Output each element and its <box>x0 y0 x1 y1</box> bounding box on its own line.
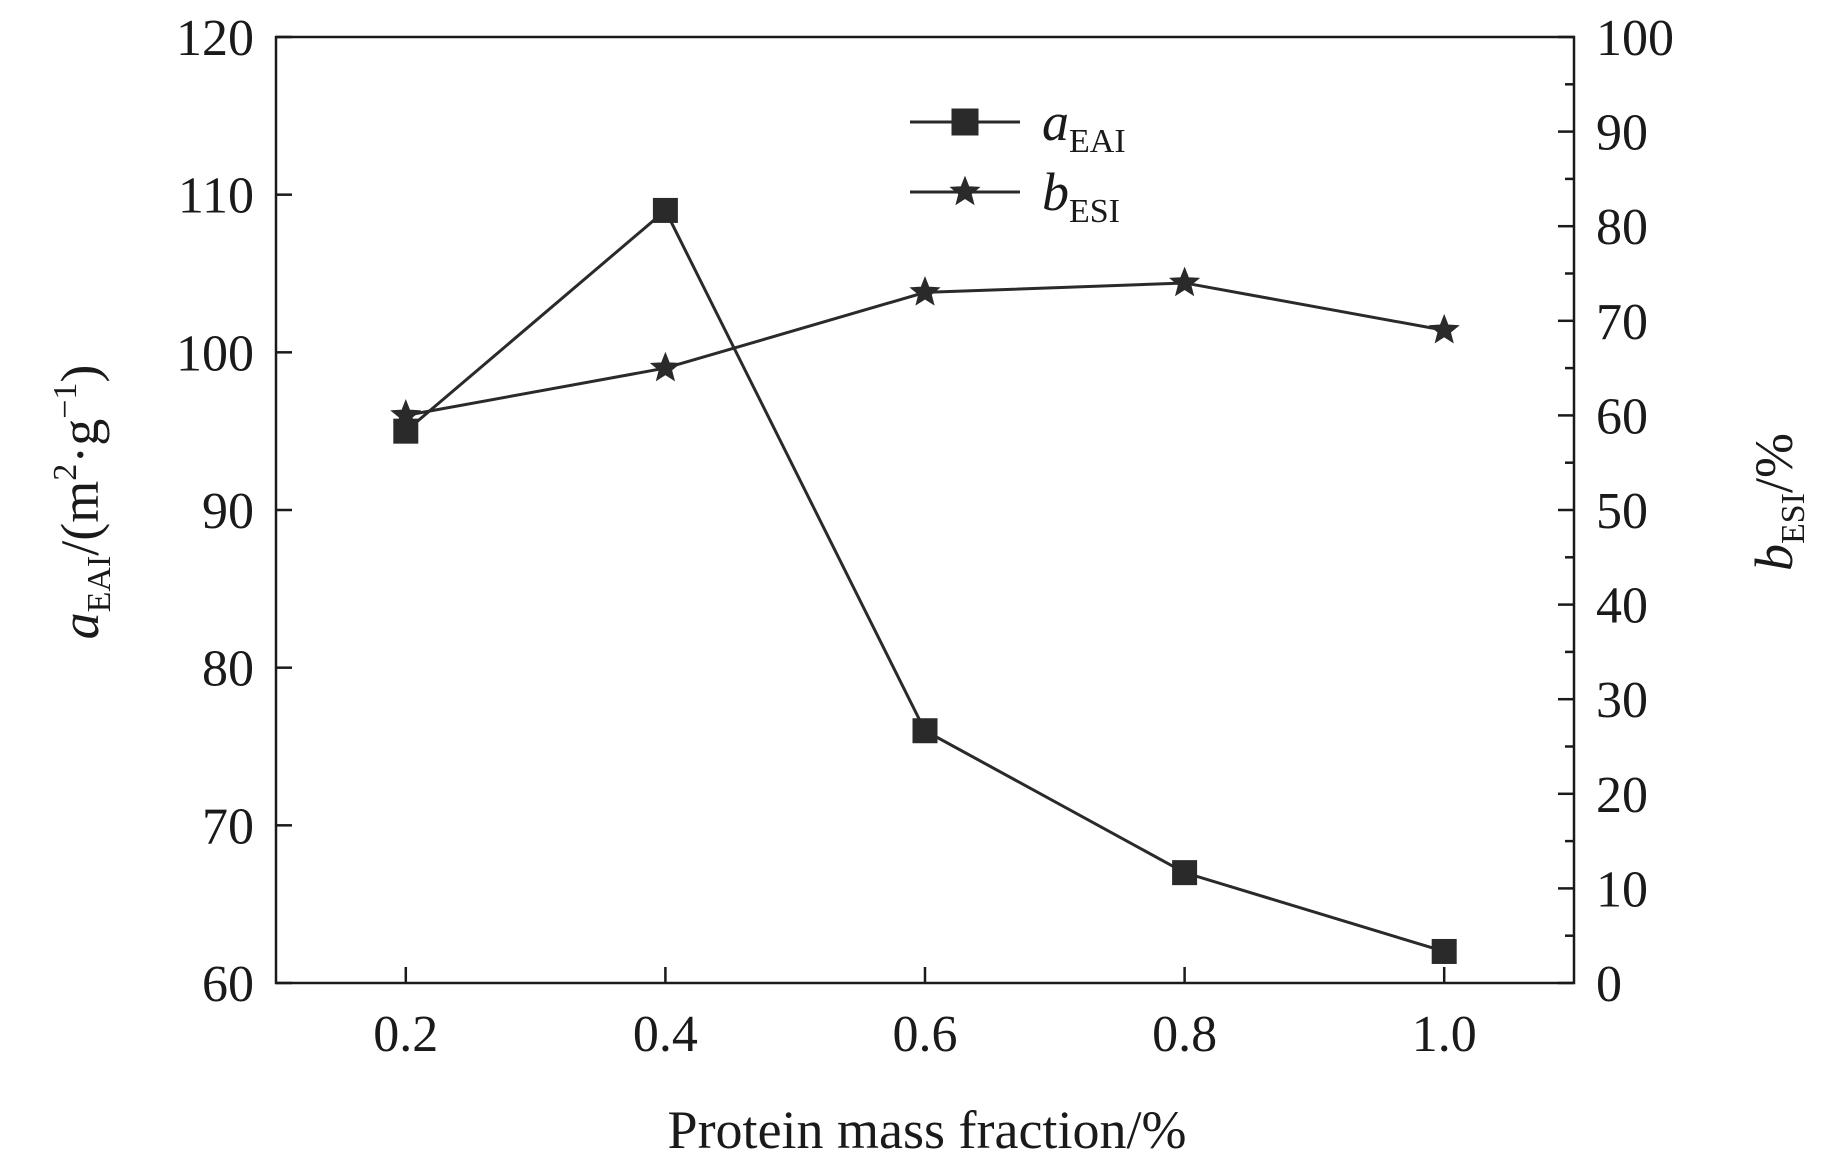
right-axis-label: bESI/% <box>1744 433 1812 571</box>
right-tick-label: 20 <box>1596 767 1648 824</box>
left-axis-ticks: 60 70 80 90 100 110 120 <box>176 10 292 1013</box>
right-tick-label: 0 <box>1596 956 1622 1013</box>
legend: aEAI bESI <box>910 92 1126 230</box>
data-point-square <box>652 197 678 223</box>
x-axis-label: Protein mass fraction/% <box>668 1100 1187 1160</box>
right-tick-label: 60 <box>1596 388 1648 445</box>
right-tick-label: 10 <box>1596 861 1648 918</box>
data-point-star <box>649 351 681 382</box>
right-tick-label: 70 <box>1596 294 1648 351</box>
series-line-esi <box>405 281 1445 417</box>
data-point-square <box>1431 938 1457 964</box>
data-point-star <box>1428 313 1460 344</box>
data-point-star <box>1169 266 1201 297</box>
series-line-eai <box>404 208 1445 953</box>
right-tick-label: 30 <box>1596 672 1648 729</box>
left-axis-label: aEAI/(m2·g−1) <box>47 365 118 640</box>
series-layer <box>390 197 1460 964</box>
right-tick-label: 40 <box>1596 578 1648 635</box>
legend-label-esi: bESI <box>1042 162 1120 230</box>
x-tick-label: 0.2 <box>373 1006 438 1063</box>
x-tick-label: 0.6 <box>893 1006 958 1063</box>
left-tick-label: 110 <box>178 168 254 225</box>
legend-star-icon <box>949 175 981 206</box>
x-tick-label: 0.4 <box>633 1006 698 1063</box>
data-point-square <box>393 418 419 444</box>
right-tick-label: 90 <box>1596 105 1648 162</box>
data-point-star <box>390 399 422 429</box>
right-tick-label: 100 <box>1596 10 1674 67</box>
right-tick-label: 50 <box>1596 483 1648 540</box>
left-tick-label: 100 <box>176 325 254 382</box>
left-tick-label: 120 <box>176 10 254 67</box>
left-tick-label: 60 <box>202 956 254 1013</box>
plot-border <box>274 35 1576 985</box>
plot-frame <box>274 35 1576 985</box>
legend-label-eai: aEAI <box>1042 92 1126 160</box>
right-axis-ticks: 0 10 20 30 40 50 60 70 80 90 100 <box>1558 10 1674 1013</box>
right-tick-label: 80 <box>1596 199 1648 256</box>
left-tick-label: 90 <box>202 483 254 540</box>
x-axis-ticks: 0.2 0.4 0.6 0.8 1.0 <box>373 967 1477 1063</box>
x-tick-label: 0.8 <box>1152 1006 1217 1063</box>
x-tick-label: 1.0 <box>1412 1006 1477 1063</box>
legend-square-icon <box>951 108 979 136</box>
data-point-square <box>912 718 938 744</box>
data-point-star <box>909 276 941 306</box>
data-point-square <box>1172 860 1198 886</box>
left-tick-label: 70 <box>202 798 254 855</box>
left-tick-label: 80 <box>202 641 254 698</box>
